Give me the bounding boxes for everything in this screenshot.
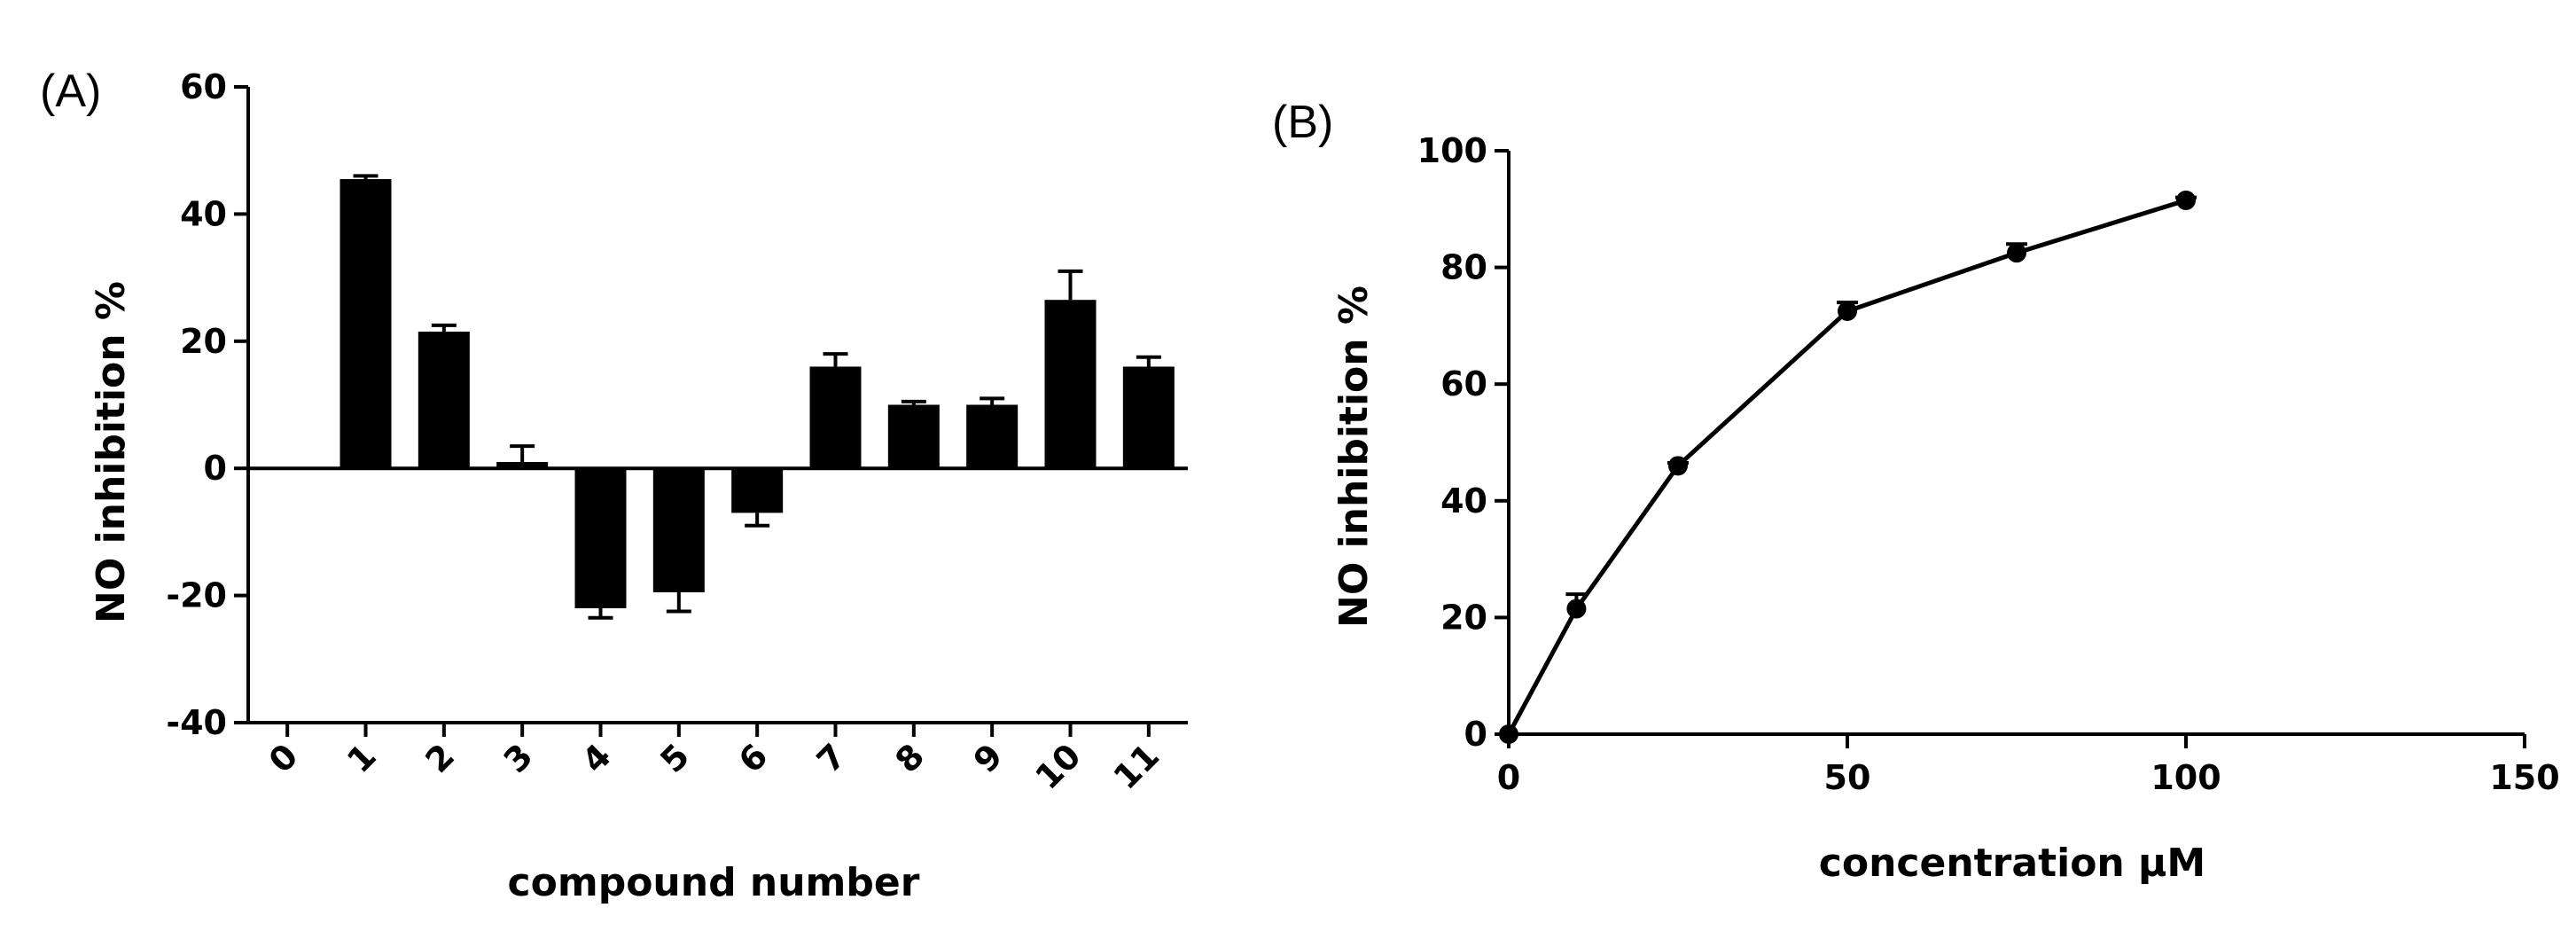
panel-b-y-tick-label: 80	[1440, 248, 1487, 287]
panel-a-y-label: NO inhibition %	[89, 281, 134, 623]
panel-a-y-tick-label: -20	[166, 576, 227, 615]
panel-a-bar	[887, 404, 940, 469]
panel-a-bar	[1044, 300, 1097, 469]
panel-a-x-tick-label: 7	[809, 736, 854, 780]
panel-b-data-point	[2007, 243, 2026, 263]
panel-b-data-point	[1499, 724, 1518, 744]
panel-b-data-point	[1838, 301, 1857, 321]
panel-b-data-point	[1566, 599, 1587, 619]
panel-b-axes: 100 80 60 40 20 00 50 100 150	[1417, 131, 2560, 797]
panel-a-x-tick-label: 0	[262, 736, 306, 780]
panel-b: (B) 100 80 60 40 20 00 50 100 150 NO inhibition …	[1272, 97, 2560, 886]
panel-a-bar	[731, 468, 784, 513]
panel-a-x-axis: 0 1 2 3 4 5 6 7 8 9 10 11	[248, 721, 1188, 797]
panel-a-bar	[574, 468, 627, 608]
panel-b-y-label: NO inhibition %	[1331, 286, 1377, 628]
panel-a-bars	[248, 174, 1188, 620]
panel-b-y-tick-label: 40	[1440, 481, 1487, 520]
panel-a-label: (A)	[40, 66, 101, 117]
panel-b-series-line	[1506, 198, 2187, 736]
panel-b-y-tick-label: 20	[1440, 598, 1487, 637]
panel-b-label: (B)	[1272, 97, 1333, 148]
panel-b-y-tick-label: 100	[1417, 131, 1487, 170]
panel-a-bar	[496, 462, 549, 469]
panel-b-y-tick-label: 0	[1464, 715, 1487, 754]
panel-a-y-tick-label: -40	[166, 703, 227, 742]
panel-a-x-tick-label: 4	[574, 736, 619, 780]
panel-b-data-point	[1668, 456, 1688, 476]
panel-b-x-label: concentration μM	[1819, 841, 2205, 886]
panel-a-bar	[340, 178, 392, 469]
panel-a-x-tick-label: 11	[1106, 736, 1167, 797]
panel-b-x-tick-label: 0	[1497, 758, 1520, 797]
panel-a-y-tick-label: 40	[180, 194, 227, 233]
panel-a-y-axis: 60 40 20 0 -20 -40	[166, 67, 250, 742]
panel-a-x-tick-label: 2	[418, 736, 462, 780]
panel-a-y-tick-label: 60	[180, 67, 227, 106]
panel-a-bar	[809, 366, 862, 469]
panel-a-bar	[966, 404, 1019, 469]
panel-a-y-tick-label: 20	[180, 322, 227, 361]
panel-a-bar	[652, 468, 705, 593]
panel-b-y-tick-label: 60	[1440, 364, 1487, 403]
panel-b-x-tick-label: 50	[1824, 758, 1871, 797]
panel-b-data-point	[2176, 190, 2196, 210]
panel-a-x-tick-label: 10	[1027, 736, 1089, 797]
panel-a-x-tick-label: 3	[496, 736, 541, 780]
panel-a-bar	[418, 332, 470, 469]
panel-a-x-tick-label: 9	[966, 736, 1011, 780]
panel-a-x-tick-label: 8	[887, 736, 932, 780]
panel-b-series	[1499, 190, 2197, 744]
panel-a-x-tick-label: 6	[731, 736, 776, 780]
panel-a-bar	[1122, 366, 1175, 469]
panel-a-x-label: compound number	[508, 860, 920, 905]
panel-a-x-tick-label: 5	[652, 736, 697, 780]
panel-b-x-tick-label: 150	[2489, 758, 2559, 797]
panel-a-y-tick-label: 0	[204, 449, 227, 488]
panel-b-x-tick-label: 100	[2151, 758, 2221, 797]
panel-a-x-tick-label: 1	[340, 736, 384, 780]
